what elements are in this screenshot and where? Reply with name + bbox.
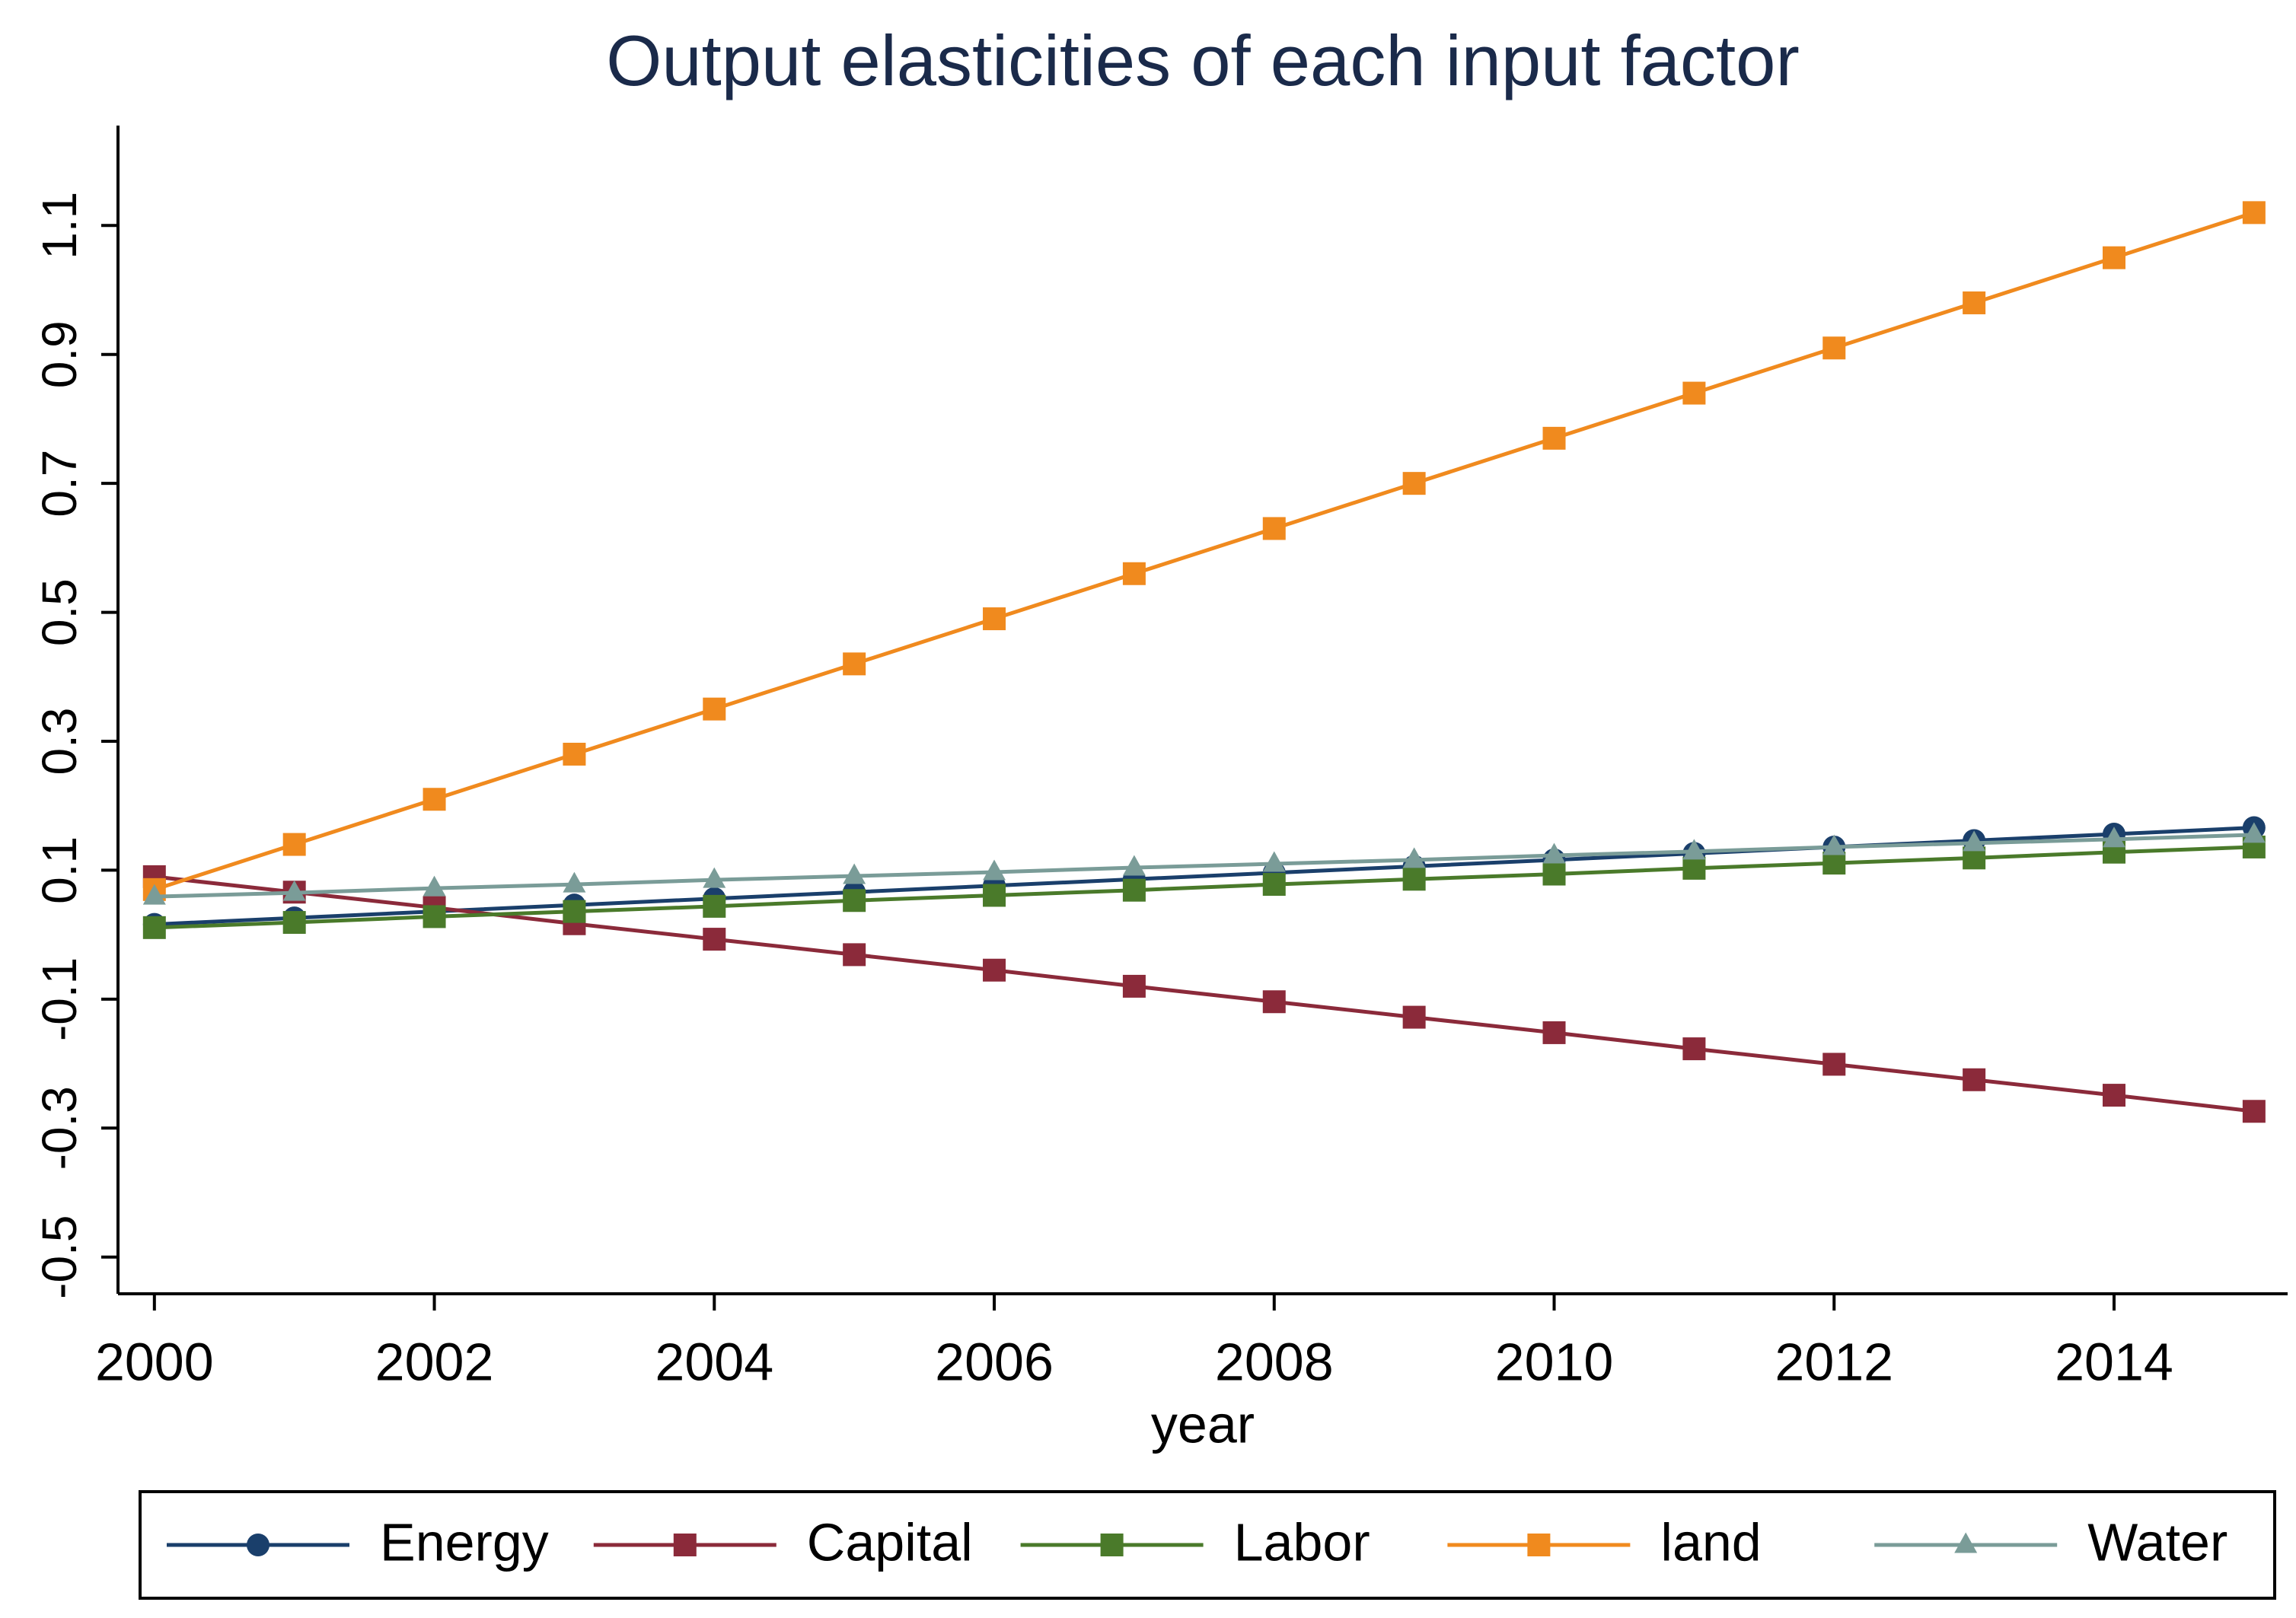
marker (2242, 201, 2266, 225)
x-tick-label: 2000 (95, 1332, 214, 1391)
marker (1122, 878, 1146, 902)
marker (843, 943, 866, 967)
marker (282, 911, 306, 935)
marker (1402, 868, 1426, 891)
marker (1682, 856, 1706, 880)
marker (1542, 1021, 1566, 1044)
marker (1682, 1037, 1706, 1061)
marker (1542, 862, 1566, 886)
marker (1542, 842, 1566, 864)
y-tick-label: 0.9 (32, 320, 87, 388)
y-tick-label: -0.5 (32, 1215, 87, 1299)
marker (703, 894, 726, 918)
series-line (154, 210, 2255, 892)
marker (2103, 1084, 2125, 1107)
marker (1822, 336, 1846, 360)
x-tick-label: 2014 (2055, 1332, 2173, 1391)
marker (843, 652, 866, 676)
marker (142, 884, 166, 905)
marker (2103, 827, 2125, 848)
marker (1402, 847, 1426, 868)
marker (1822, 1053, 1846, 1076)
marker (563, 742, 586, 766)
x-axis-label: year (1151, 1394, 1255, 1454)
legend-label: land (1660, 1512, 1761, 1572)
marker (843, 889, 866, 913)
legend-label: Water (2087, 1512, 2227, 1572)
marker (423, 788, 446, 811)
marker (423, 875, 446, 897)
y-tick-label: 0.5 (32, 578, 87, 646)
marker (563, 900, 586, 923)
marker (703, 697, 726, 721)
marker (1402, 1005, 1426, 1029)
y-tick-label: -0.3 (32, 1086, 87, 1170)
marker (1542, 426, 1566, 450)
marker (983, 958, 1006, 982)
legend-label: Capital (807, 1512, 973, 1572)
legend-label: Labor (1234, 1512, 1370, 1572)
marker (142, 916, 166, 939)
marker (983, 859, 1006, 881)
marker (2103, 246, 2125, 269)
y-tick-label: 1.1 (32, 192, 87, 260)
marker (1122, 974, 1146, 998)
marker (423, 905, 446, 928)
marker (282, 880, 306, 901)
marker (1262, 851, 1286, 872)
legend-label: Energy (380, 1512, 549, 1572)
marker (2242, 822, 2266, 843)
y-tick-label: 0.7 (32, 450, 87, 518)
x-tick-label: 2008 (1215, 1332, 1334, 1391)
marker (843, 863, 866, 884)
chart-title: Output elasticities of each input factor (606, 21, 1800, 100)
y-tick-label: 0.1 (32, 836, 87, 904)
marker (1122, 855, 1146, 876)
series-line (154, 874, 2255, 1113)
x-tick-label: 2010 (1495, 1332, 1614, 1391)
marker (1262, 517, 1286, 540)
y-tick-label: -0.1 (32, 957, 87, 1041)
marker (2242, 1100, 2266, 1123)
marker (983, 884, 1006, 907)
marker (1963, 1068, 1986, 1091)
legend-marker (673, 1534, 697, 1556)
marker (1822, 852, 1846, 875)
marker (1122, 562, 1146, 585)
marker (703, 928, 726, 951)
x-tick-label: 2004 (655, 1332, 773, 1391)
marker (1262, 990, 1286, 1014)
marker (563, 871, 586, 893)
marker (1402, 472, 1426, 495)
marker (1682, 381, 1706, 405)
legend-marker (1100, 1534, 1124, 1556)
marker (1682, 839, 1706, 860)
marker (282, 833, 306, 856)
marker (1963, 291, 1986, 314)
marker (703, 867, 726, 888)
legend-marker (247, 1534, 269, 1556)
marker (1963, 830, 1986, 852)
series-line (154, 845, 2254, 930)
legend-box (139, 1490, 2276, 1600)
legend-marker (1527, 1534, 1551, 1556)
marker (1262, 873, 1286, 897)
x-tick-label: 2012 (1775, 1332, 1893, 1391)
marker (1822, 834, 1846, 855)
x-tick-label: 2002 (375, 1332, 494, 1391)
series-line (154, 833, 2254, 899)
x-tick-label: 2006 (935, 1332, 1054, 1391)
marker (983, 607, 1006, 631)
legend-marker (1954, 1532, 1978, 1553)
y-tick-label: 0.3 (32, 708, 87, 776)
